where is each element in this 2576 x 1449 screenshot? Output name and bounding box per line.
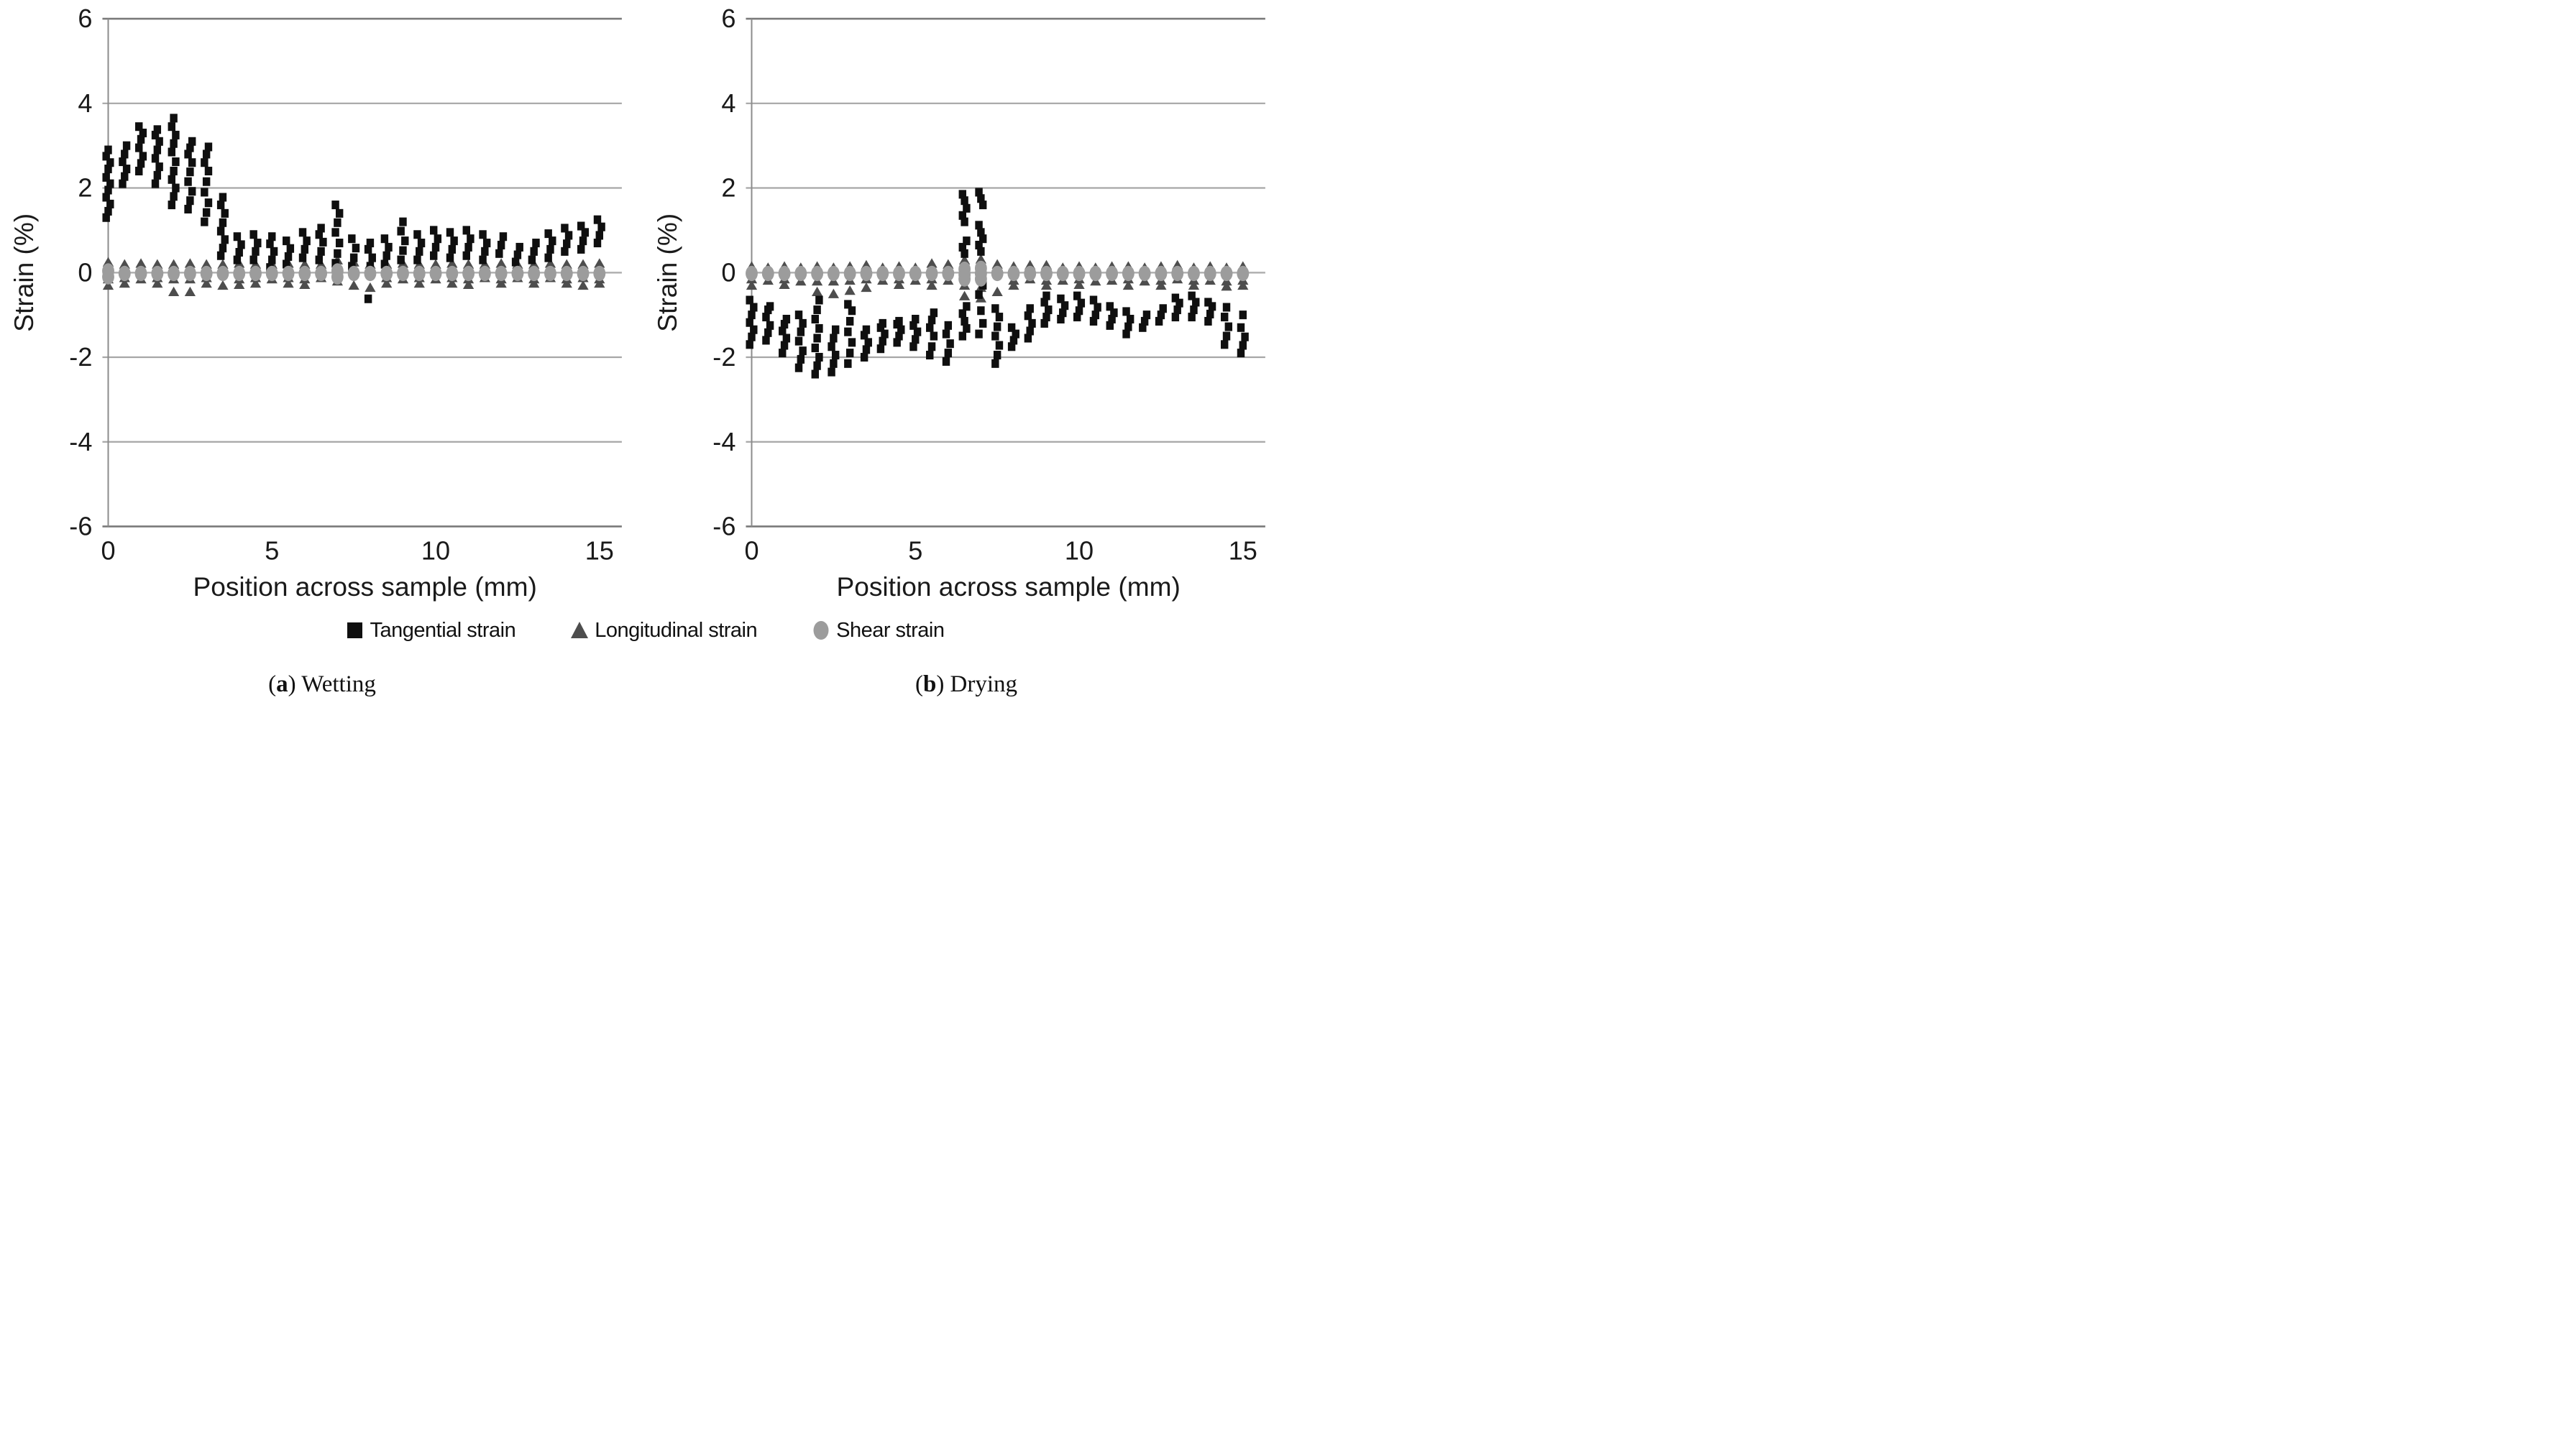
legend-label: Shear strain (836, 618, 945, 642)
caption-a-text: ) Wetting (288, 671, 376, 697)
y-tick-labels: 6 4 2 0 -2 -4 -6 (69, 4, 92, 540)
drying-scatter-chart: 6 4 2 0 -2 -4 -6 0 5 10 15 Position across sample (… (652, 4, 1265, 602)
y-axis-title: Strain (%) (652, 213, 682, 332)
gridlines (746, 17, 1265, 528)
svg-text:5: 5 (265, 536, 279, 566)
caption-a-letter: a (276, 671, 288, 697)
svg-text:0: 0 (744, 536, 758, 566)
svg-text:0: 0 (721, 257, 735, 287)
triangle-legend-marker-icon (571, 622, 589, 639)
svg-text:2: 2 (78, 173, 92, 203)
y-axis-title: Strain (%) (9, 213, 39, 332)
svg-text:-4: -4 (69, 427, 92, 456)
charts-row: 6 4 2 0 -2 -4 -6 0 5 10 15 Position across sample (… (0, 0, 1288, 602)
x-tick-labels: 0 5 10 15 (101, 536, 613, 566)
x-tick-labels: 0 5 10 15 (744, 536, 1257, 566)
series-shear-strain (102, 263, 606, 285)
caption-b: (b) Drying (644, 671, 1288, 698)
x-axis-title: Position across sample (mm) (836, 571, 1180, 602)
svg-text:6: 6 (721, 4, 735, 33)
captions-row: (a) Wetting (b) Drying (0, 671, 1288, 698)
svg-text:4: 4 (721, 88, 735, 118)
svg-text:15: 15 (585, 536, 614, 566)
series-tangential-strain (102, 114, 605, 303)
strain-figure: 6 4 2 0 -2 -4 -6 0 5 10 15 Position across sample (… (0, 0, 1288, 724)
svg-text:6: 6 (78, 4, 92, 33)
svg-text:0: 0 (78, 257, 92, 287)
chart-panel-drying: 6 4 2 0 -2 -4 -6 0 5 10 15 Position across sample (… (646, 3, 1285, 602)
x-axis-title: Position across sample (mm) (193, 571, 536, 602)
caption-b-letter: b (922, 671, 937, 697)
y-tick-labels: 6 4 2 0 -2 -4 -6 (712, 4, 735, 540)
legend-item-longitudinal-strain: Longitudinal strain (569, 618, 758, 643)
wetting-scatter-chart: 6 4 2 0 -2 -4 -6 0 5 10 15 Position across sample (… (9, 4, 622, 602)
svg-text:-6: -6 (69, 511, 92, 540)
series-tangential-strain (746, 188, 1249, 379)
gridlines (102, 17, 622, 528)
chart-panel-wetting: 6 4 2 0 -2 -4 -6 0 5 10 15 Position across sample (… (3, 3, 642, 602)
circle-legend-marker-icon (813, 621, 829, 640)
square-legend-marker-icon (347, 622, 362, 639)
svg-text:-2: -2 (69, 342, 92, 372)
svg-text:0: 0 (101, 536, 115, 566)
svg-text:10: 10 (421, 536, 450, 566)
svg-text:-6: -6 (712, 511, 735, 540)
caption-b-open: ( (915, 671, 923, 697)
svg-text:10: 10 (1065, 536, 1094, 566)
svg-text:15: 15 (1229, 536, 1257, 566)
svg-text:5: 5 (908, 536, 922, 566)
legend-label: Longitudinal strain (595, 618, 758, 642)
caption-a: (a) Wetting (0, 671, 644, 698)
caption-b-text: ) Drying (936, 671, 1018, 697)
legend: Tangential strain Longitudinal strain Shea… (0, 619, 1288, 643)
svg-text:-2: -2 (712, 342, 735, 372)
legend-item-shear-strain: Shear strain (810, 618, 945, 643)
svg-text:-4: -4 (712, 427, 735, 456)
legend-item-tangential-strain: Tangential strain (344, 619, 516, 643)
series-shear-strain (746, 260, 1250, 287)
legend-label: Tangential strain (370, 618, 516, 642)
caption-a-open: ( (268, 671, 277, 697)
svg-text:2: 2 (721, 173, 735, 203)
svg-text:4: 4 (78, 88, 92, 118)
